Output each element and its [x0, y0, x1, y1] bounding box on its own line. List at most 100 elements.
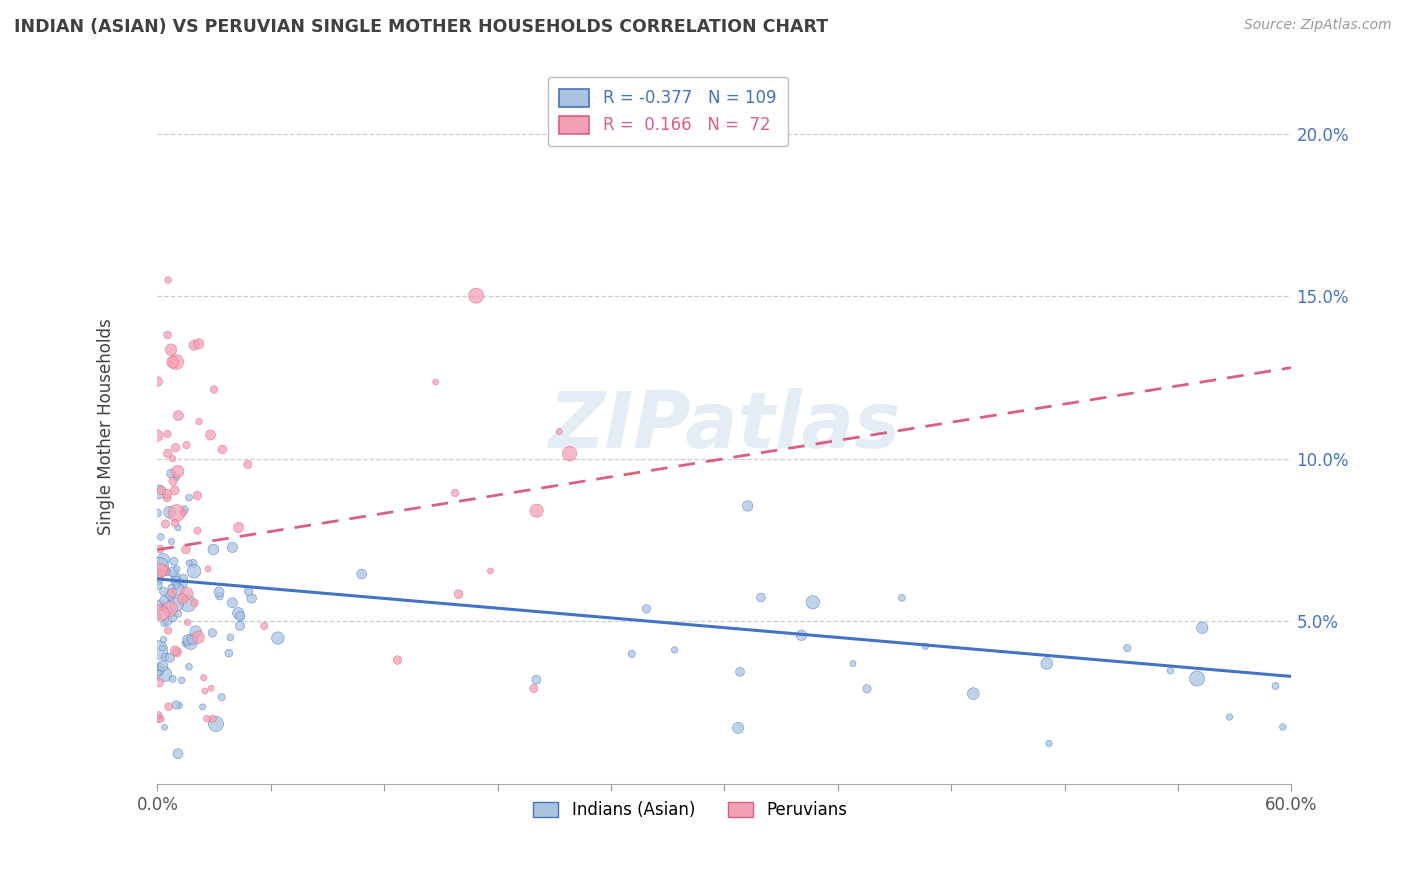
Point [267, 631, 290, 645]
Point [1159, 664, 1181, 678]
Point [524, 673, 547, 687]
Point [156, 566, 179, 580]
Point [160, 343, 183, 357]
Point [197, 562, 219, 576]
Point [240, 591, 263, 606]
Point [157, 273, 180, 287]
Point [146, 609, 169, 624]
Point [162, 610, 184, 624]
Point [181, 632, 204, 646]
Point [146, 506, 169, 520]
Point [162, 355, 184, 369]
Point [156, 487, 179, 501]
Point [238, 584, 260, 599]
Point [152, 659, 174, 673]
Point [156, 446, 179, 460]
Point [160, 534, 183, 549]
Point [165, 355, 187, 369]
Point [152, 632, 174, 647]
Point [387, 653, 409, 667]
Point [176, 587, 198, 601]
Point [229, 618, 252, 632]
Point [856, 681, 879, 696]
Point [226, 606, 249, 620]
Point [186, 489, 208, 503]
Point [184, 624, 207, 639]
Point [1185, 672, 1208, 686]
Point [159, 650, 181, 665]
Point [160, 581, 183, 595]
Point [162, 565, 184, 579]
Point [159, 604, 181, 618]
Point [962, 687, 984, 701]
Point [211, 442, 233, 457]
Point [447, 587, 470, 601]
Point [153, 593, 176, 607]
Point [193, 671, 215, 685]
Point [465, 288, 488, 302]
Point [163, 483, 186, 498]
Point [162, 451, 184, 466]
Point [150, 640, 173, 655]
Point [159, 505, 181, 519]
Point [749, 591, 772, 605]
Point [165, 574, 187, 589]
Point [165, 441, 187, 455]
Point [620, 647, 643, 661]
Point [153, 667, 176, 681]
Point [156, 614, 179, 628]
Point [157, 624, 180, 638]
Point [208, 589, 231, 603]
Point [165, 571, 187, 585]
Point [159, 589, 181, 603]
Point [167, 747, 190, 761]
Point [1264, 679, 1286, 693]
Point [148, 675, 170, 690]
Point [183, 338, 205, 352]
Point [177, 597, 200, 611]
Point [174, 636, 197, 650]
Point [177, 660, 200, 674]
Point [195, 712, 218, 726]
Point [200, 681, 222, 696]
Point [149, 530, 172, 544]
Point [350, 567, 373, 582]
Point [169, 698, 191, 713]
Point [165, 579, 187, 593]
Point [146, 573, 169, 587]
Point [166, 465, 188, 479]
Point [558, 447, 581, 461]
Text: INDIAN (ASIAN) VS PERUVIAN SINGLE MOTHER HOUSEHOLDS CORRELATION CHART: INDIAN (ASIAN) VS PERUVIAN SINGLE MOTHER… [14, 18, 828, 36]
Point [167, 607, 190, 621]
Point [842, 657, 865, 671]
Point [165, 644, 187, 658]
Point [177, 491, 200, 505]
Point [163, 516, 186, 531]
Point [165, 698, 187, 712]
Point [183, 564, 205, 578]
Point [202, 383, 225, 397]
Point [165, 470, 187, 484]
Point [148, 579, 170, 593]
Point [177, 632, 200, 647]
Point [146, 375, 169, 389]
Point [150, 483, 173, 498]
Point [425, 375, 447, 389]
Point [149, 659, 172, 673]
Text: Single Mother Households: Single Mother Households [97, 318, 115, 534]
Point [148, 666, 170, 681]
Point [148, 484, 170, 499]
Point [149, 542, 172, 557]
Point [219, 631, 242, 645]
Point [914, 639, 936, 653]
Point [152, 584, 174, 599]
Point [156, 491, 179, 505]
Point [163, 554, 186, 568]
Point [157, 699, 180, 714]
Point [180, 635, 202, 649]
Point [200, 428, 222, 442]
Point [149, 596, 172, 610]
Point [728, 665, 751, 679]
Point [1218, 710, 1240, 724]
Point [159, 602, 181, 616]
